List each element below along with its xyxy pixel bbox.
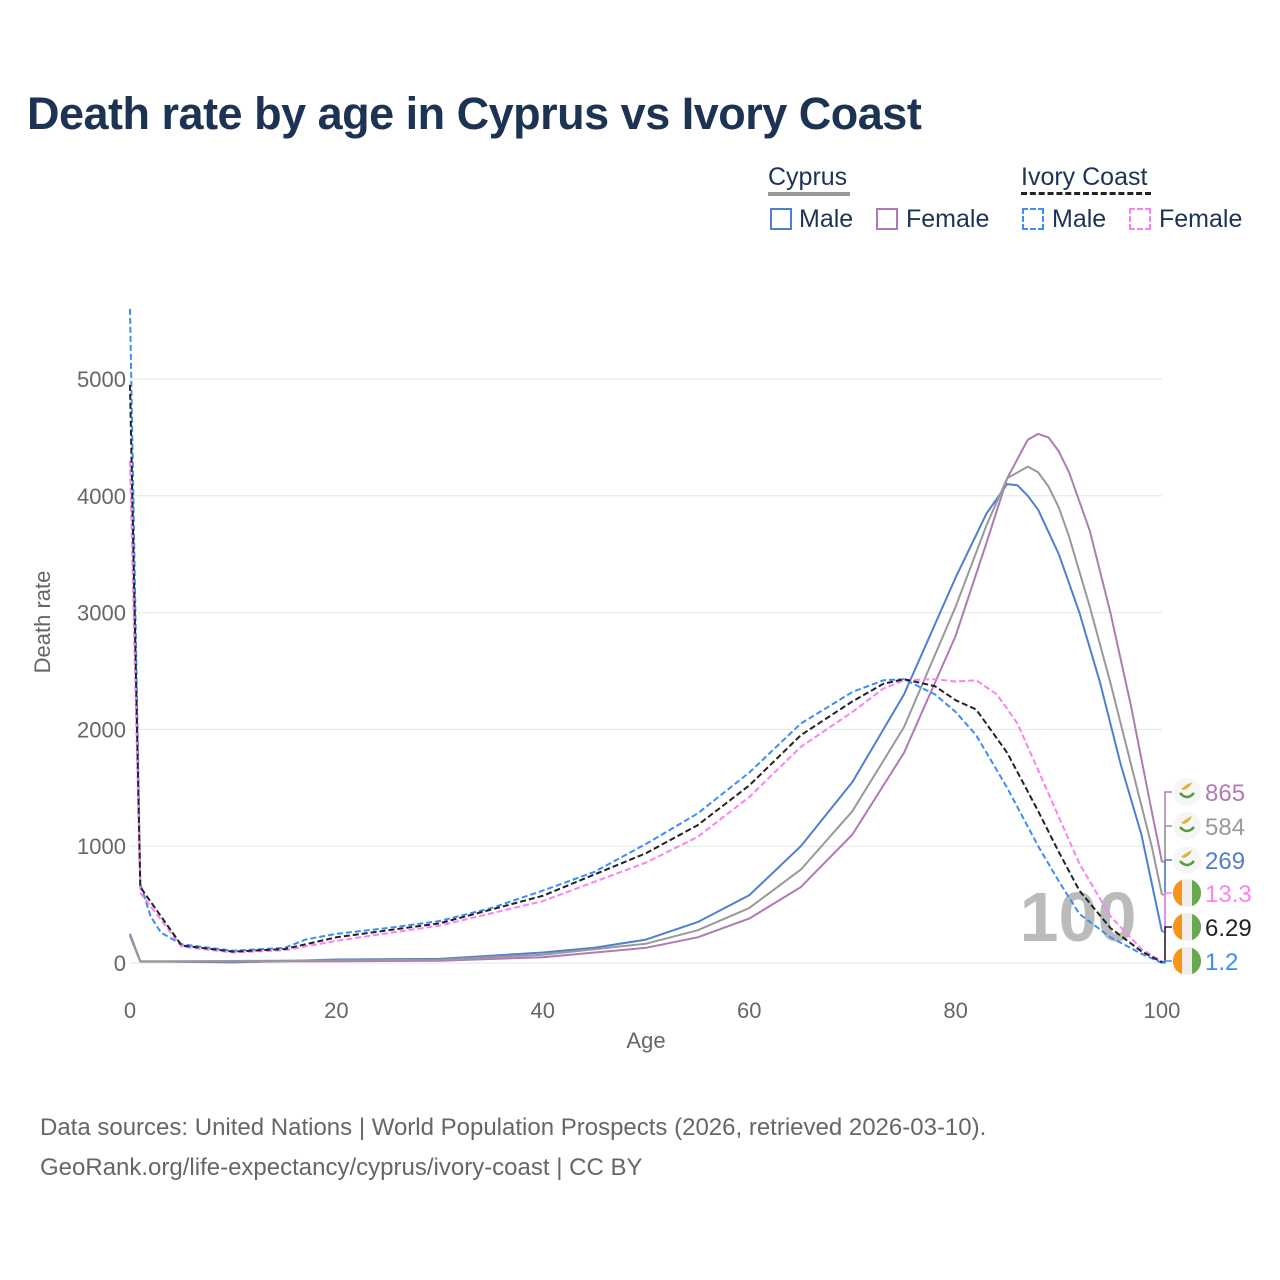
end-value-label: 865 bbox=[1205, 780, 1245, 807]
y-tick-label: 4000 bbox=[77, 484, 126, 509]
legend-label-cyprus-female[interactable]: Female bbox=[906, 205, 990, 233]
source-note: Data sources: United Nations | World Pop… bbox=[40, 1108, 986, 1188]
x-tick-label: 80 bbox=[943, 998, 967, 1023]
legend-swatch-ivory-coast-male[interactable] bbox=[1022, 208, 1044, 230]
x-tick-label: 60 bbox=[737, 998, 761, 1023]
legend-swatch-cyprus-female[interactable] bbox=[876, 208, 898, 230]
x-tick-label: 20 bbox=[324, 998, 348, 1023]
legend-cyprus-line bbox=[768, 192, 850, 196]
x-axis-label: Age bbox=[626, 1028, 665, 1053]
end-value-label: 6.29 bbox=[1205, 915, 1252, 942]
source-line-1: Data sources: United Nations | World Pop… bbox=[40, 1114, 987, 1141]
legend-label-cyprus-male[interactable]: Male bbox=[799, 205, 854, 233]
ivory-coast-flag-icon bbox=[1172, 913, 1202, 941]
legend-label-ivory-coast-female[interactable]: Female bbox=[1159, 205, 1243, 233]
end-label-connector bbox=[1162, 791, 1172, 863]
legend-swatch-cyprus-male[interactable] bbox=[770, 208, 792, 230]
y-tick-label: 5000 bbox=[77, 367, 126, 392]
watermark-age: 100 bbox=[1020, 878, 1137, 956]
series-line-cyprus-male[interactable] bbox=[129, 483, 1163, 964]
legend-swatch-ivory-coast-female[interactable] bbox=[1129, 208, 1151, 230]
legend-group-cyprus: Cyprus bbox=[768, 163, 848, 191]
legend-group-ivory-coast: Ivory Coast bbox=[1021, 163, 1148, 191]
end-value-label: 269 bbox=[1205, 848, 1245, 875]
x-tick-label: 0 bbox=[124, 998, 136, 1023]
series-line-cyprus-female[interactable] bbox=[129, 432, 1163, 963]
ivory-coast-flag-icon bbox=[1172, 879, 1202, 907]
end-label-connector bbox=[1162, 960, 1172, 964]
legend-label-ivory-coast-male[interactable]: Male bbox=[1052, 205, 1107, 233]
cyprus-flag-icon bbox=[1173, 846, 1201, 874]
y-tick-label: 2000 bbox=[77, 717, 126, 742]
source-line-2[interactable]: GeoRank.org/life-expectancy/cyprus/ivory… bbox=[40, 1154, 643, 1181]
series-line-cyprus[interactable] bbox=[129, 465, 1163, 963]
series-line-ivory-coast[interactable] bbox=[129, 384, 1163, 964]
end-value-label: 13.3 bbox=[1205, 881, 1252, 908]
y-tick-label: 1000 bbox=[77, 834, 126, 859]
ivory-coast-flag-icon bbox=[1172, 947, 1202, 975]
x-tick-label: 100 bbox=[1144, 998, 1181, 1023]
legend-ivory-coast-line bbox=[1021, 192, 1151, 195]
y-tick-label: 3000 bbox=[77, 601, 126, 626]
x-tick-label: 40 bbox=[531, 998, 555, 1023]
y-tick-label: 0 bbox=[114, 951, 126, 976]
end-value-label: 1.2 bbox=[1205, 949, 1238, 976]
end-label-connector bbox=[1162, 859, 1172, 933]
y-axis-label: Death rate bbox=[30, 571, 55, 674]
series-line-ivory-coast-male[interactable] bbox=[129, 308, 1163, 964]
end-value-label: 584 bbox=[1205, 814, 1245, 841]
series-line-ivory-coast-female[interactable] bbox=[129, 460, 1163, 963]
chart-title: Death rate by age in Cyprus vs Ivory Coa… bbox=[27, 88, 922, 139]
cyprus-flag-icon bbox=[1173, 778, 1201, 806]
cyprus-flag-icon bbox=[1173, 812, 1201, 840]
